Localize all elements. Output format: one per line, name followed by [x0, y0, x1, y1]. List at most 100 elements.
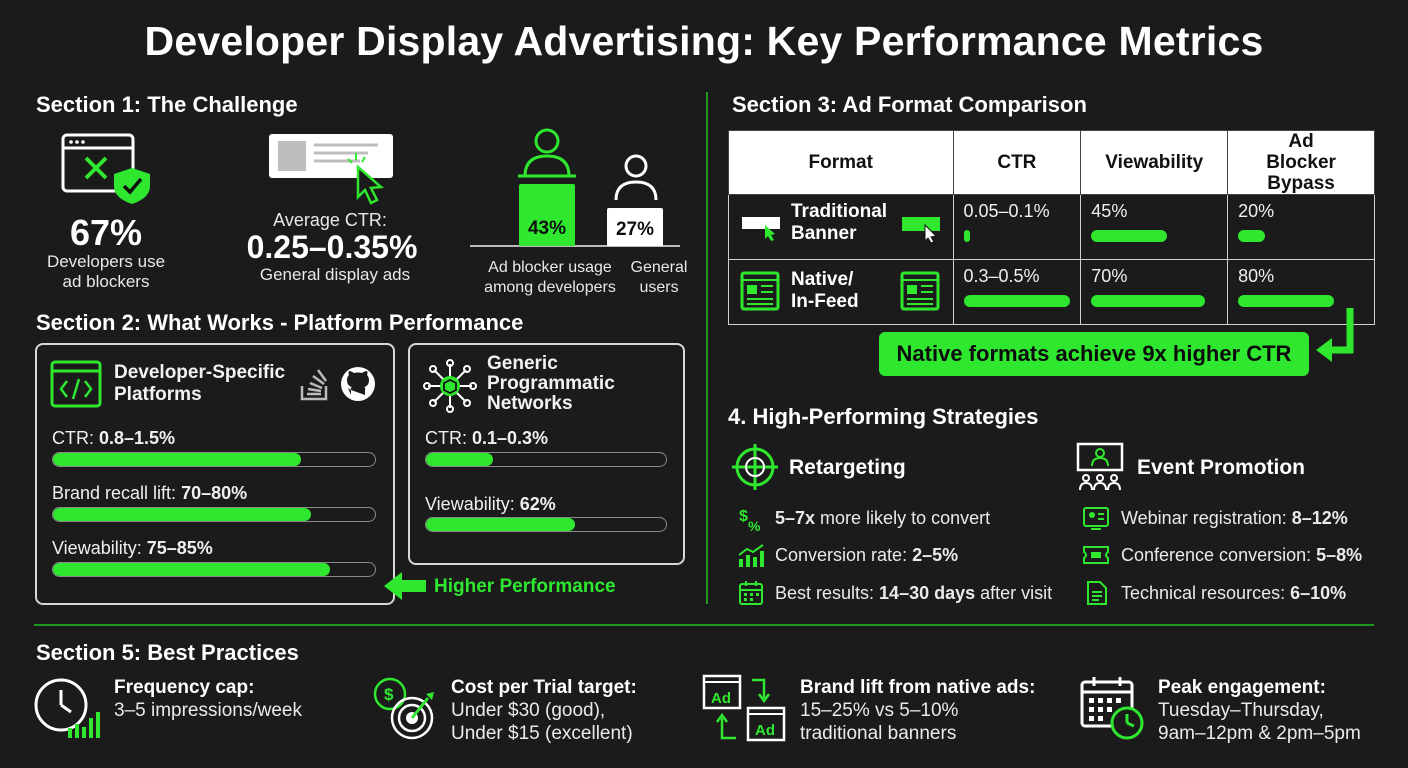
adblock-caption-line2: ad blockers [62, 272, 150, 291]
retargeting-item-3: Best results: 14–30 days after visit [775, 583, 1052, 604]
dev-recall-bar [52, 507, 376, 522]
network-hub-icon [423, 359, 477, 413]
avg-ctr-sublabel: General display ads [259, 265, 411, 284]
generic-ctr-value: 0.1–0.3% [472, 428, 549, 448]
view-cell-banner: 45% [1080, 194, 1229, 260]
view-cell-native: 70% [1080, 259, 1229, 325]
generic-ctr-bar-fill [426, 453, 494, 466]
ctr-native-bar [963, 295, 1071, 307]
section1-heading: Section 1: The Challenge [36, 92, 298, 117]
bp-cost-trial: Cost per Trial target: Under $30 (good),… [451, 676, 637, 745]
generic-metric-viewability: Viewability: 62% [425, 494, 556, 515]
retargeting-item-1: 5–7x more likely to convert [775, 508, 990, 529]
dev-recall-bar-fill [53, 508, 311, 521]
view-native-bar [1091, 295, 1205, 307]
blocked-browser-icon [61, 133, 150, 204]
dev-viewability-label: Viewability: [52, 538, 147, 558]
generic-viewability-bar-fill [426, 518, 575, 531]
bp-frequency: Frequency cap: 3–5 impressions/week [114, 676, 302, 722]
bypass-native-value: 80% [1238, 266, 1275, 286]
callout-arrow-icon [1316, 308, 1354, 362]
ctr-banner-bar [963, 230, 970, 242]
bp-cost-title: Cost per Trial target: [451, 677, 637, 698]
bp-brand-line2: traditional banners [800, 723, 957, 744]
dev-platforms-title: Developer-Specific Platforms [114, 362, 285, 406]
dev-viewability-value: 75–85% [146, 538, 213, 558]
bp-brand-line1: 15–25% vs 5–10% [800, 700, 959, 721]
generic-title-line1: Generic [487, 353, 558, 374]
view-banner-value: 45% [1091, 201, 1128, 221]
col-bypass: Ad Blocker Bypass [1227, 130, 1375, 195]
col-viewability: Viewability [1080, 130, 1229, 195]
avg-ctr-value: 0.25–0.35% [246, 229, 418, 265]
event-item-1-pre: Webinar registration: [1121, 508, 1292, 528]
dev-platforms-title-line1: Developer-Specific [114, 362, 286, 383]
format-banner-name-line2: Banner [791, 223, 857, 244]
bp-peak: Peak engagement: Tuesday–Thursday, 9am–1… [1158, 676, 1361, 745]
gen-adblock-bar [607, 208, 663, 246]
bypass-native-bar [1238, 295, 1334, 307]
dev-recall-label: Brand recall lift: [52, 483, 182, 503]
format-banner-name: Traditional Banner [791, 201, 887, 245]
bypass-cell-banner: 20% [1227, 194, 1375, 260]
retargeting-item-2-bold: 2–5% [912, 545, 959, 565]
bp-brand-title: Brand lift from native ads: [800, 677, 1036, 698]
retargeting-item-3-text: after visit [975, 583, 1053, 603]
format-cell-banner: Traditional Banner [728, 194, 954, 260]
generic-viewability-bar [425, 517, 667, 532]
bp-frequency-line1: 3–5 impressions/week [114, 700, 302, 721]
ctr-cell-banner: 0.05–0.1% [952, 194, 1082, 260]
table-header-row: Format CTR Viewability Ad Blocker Bypass [728, 130, 1375, 195]
retargeting-item-3-bold: 14–30 days [879, 583, 976, 603]
page-title: Developer Display Advertising: Key Perfo… [144, 18, 1264, 64]
dev-metric-ctr: CTR: 0.8–1.5% [52, 428, 175, 449]
horizontal-divider [34, 624, 1374, 626]
generic-viewability-label: Viewability: [425, 494, 520, 514]
dev-adblock-bar [519, 184, 575, 246]
presentation-audience-icon [1076, 442, 1124, 491]
gen-adblock-caption-line1: General [630, 259, 688, 276]
ctr-native-value: 0.3–0.5% [963, 266, 1040, 286]
dev-metric-viewability: Viewability: 75–85% [52, 538, 213, 559]
section4-heading: 4. High-Performing Strategies [728, 404, 1039, 429]
svg-text:Ad: Ad [711, 690, 731, 707]
event-item-3-bold: 6–10% [1290, 583, 1347, 603]
section3-heading: Section 3: Ad Format Comparison [732, 92, 1087, 117]
dev-ctr-bar [52, 452, 376, 467]
native-feed-icon [740, 271, 780, 311]
bp-brand-lift: Brand lift from native ads: 15–25% vs 5–… [800, 676, 1035, 745]
bp-peak-title: Peak engagement: [1158, 677, 1326, 698]
dev-adblock-caption-line1: Ad blocker usage [488, 259, 612, 276]
adblock-caption-line1: Developers use [46, 252, 166, 271]
event-title: Event Promotion [1137, 456, 1306, 479]
view-native-value: 70% [1091, 266, 1128, 286]
retargeting-item-3-pre: Best results: [775, 583, 880, 603]
dev-adblock-value: 43% [527, 218, 567, 239]
generic-viewability-value: 62% [519, 494, 556, 514]
svg-text:$: $ [384, 685, 394, 704]
format-native-name: Native/ In-Feed [791, 269, 859, 313]
generic-networks-panel [408, 343, 685, 565]
calendar-clock-icon [1080, 677, 1144, 740]
higher-performance-label: Higher Performance [434, 576, 616, 597]
event-item-2-pre: Conference conversion: [1121, 545, 1317, 565]
ad-swap-icon: Ad Ad [702, 674, 786, 742]
section5-heading: Section 5: Best Practices [36, 640, 299, 665]
growth-chart-icon [738, 544, 764, 567]
retargeting-item-1-bold: 5–7x [775, 508, 816, 528]
section2-heading: Section 2: What Works - Platform Perform… [36, 310, 524, 335]
col-bypass-label: Ad Blocker Bypass [1266, 131, 1336, 194]
dollar-percent-icon: $ % [739, 508, 761, 534]
bypass-banner-value: 20% [1238, 201, 1275, 221]
col-ctr: CTR [952, 130, 1082, 195]
crosshair-icon [732, 444, 778, 490]
banner-ad-icon [742, 217, 780, 241]
generic-ctr-bar [425, 452, 667, 467]
event-item-3: Technical resources: 6–10% [1121, 583, 1346, 604]
stack-overflow-icon [300, 369, 328, 401]
dev-adblock-caption: Ad blocker usage among developers [472, 258, 628, 298]
format-native-name-line2: In-Feed [791, 291, 859, 312]
event-item-1-bold: 8–12% [1291, 508, 1348, 528]
generic-ctr-label: CTR: [425, 428, 472, 448]
svg-text:%: % [748, 518, 761, 534]
